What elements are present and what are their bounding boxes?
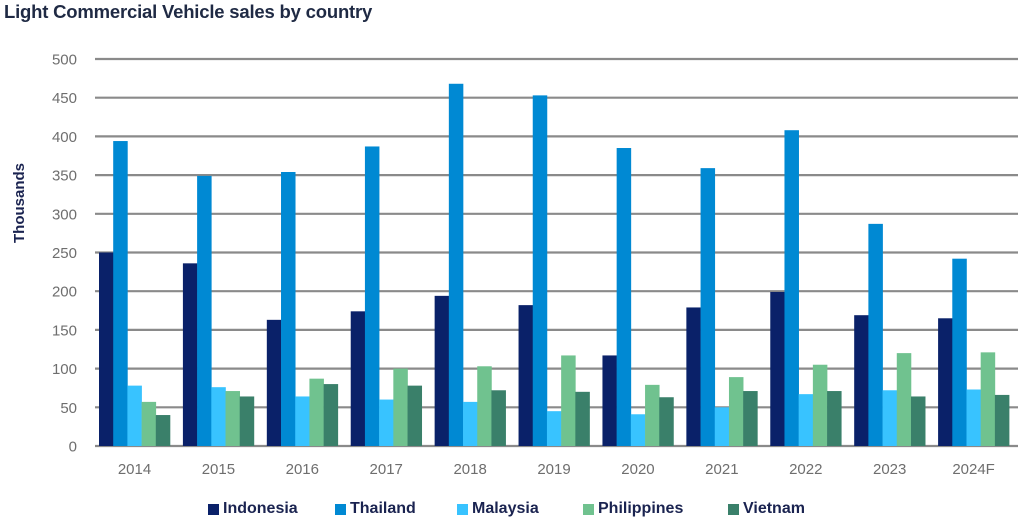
x-axis-ticks: 2014 2015 2016 2017 2018 2019 2020 2021 2022 2023… <box>118 461 995 478</box>
x-tick-label: 2016 <box>286 461 319 478</box>
bar-malaysia-2018 <box>463 401 478 446</box>
bar-thailand-2018 <box>448 83 464 446</box>
legend-item-indonesia: Indonesia <box>208 500 298 518</box>
bar-vietnam-2018 <box>491 390 506 446</box>
bar-thailand-2019 <box>532 95 548 447</box>
bar-vietnam-2021 <box>743 391 758 446</box>
y-tick-label: 50 <box>60 400 77 417</box>
y-tick-label: 150 <box>52 322 77 339</box>
legend-label: Thailand <box>350 500 416 517</box>
bar-indonesia-2023 <box>854 315 869 446</box>
legend-item-malaysia: Malaysia <box>457 500 539 518</box>
bar-thailand-2023 <box>868 223 883 446</box>
x-tick-label: 2023 <box>873 461 906 478</box>
bar-philippines-2020 <box>645 384 660 446</box>
legend-swatch-malaysia <box>457 503 468 515</box>
bar-indonesia-2018 <box>434 295 450 446</box>
x-tick-label: 2019 <box>537 461 570 478</box>
x-tick-label: 2022 <box>789 461 822 478</box>
y-tick-label: 500 <box>52 52 77 69</box>
bar-thailand-2015 <box>197 175 212 446</box>
bar-thailand-2020 <box>616 148 632 446</box>
y-axis-ticks: 0 50 100 150 200 250 300 350 400 450 500 <box>52 52 77 456</box>
legend-label: Malaysia <box>472 500 539 517</box>
bar-malaysia-2021 <box>714 407 730 446</box>
bar-indonesia-2017 <box>350 311 366 446</box>
bar-philippines-2019 <box>561 355 576 446</box>
bar-vietnam-2022 <box>827 391 842 446</box>
bar-philippines-2024f <box>980 352 996 446</box>
bar-malaysia-2024f <box>966 389 981 446</box>
x-tick-label: 2015 <box>202 461 235 478</box>
legend-label: Indonesia <box>223 500 298 517</box>
y-tick-label: 250 <box>52 245 77 262</box>
bar-indonesia-2024f <box>938 318 953 446</box>
bar-indonesia-2015 <box>182 263 198 446</box>
bar-vietnam-2019 <box>575 391 590 446</box>
x-tick-label: 2018 <box>453 461 486 478</box>
bar-philippines-2018 <box>477 366 492 446</box>
bar-thailand-2014 <box>113 141 128 446</box>
x-tick-label: 2024F <box>952 461 995 478</box>
bar-vietnam-2014 <box>155 415 171 446</box>
bar-indonesia-2022 <box>770 291 785 446</box>
bar-indonesia-2019 <box>518 305 534 446</box>
bar-indonesia-2016 <box>266 319 282 446</box>
bar-malaysia-2016 <box>295 396 310 446</box>
bar-malaysia-2015 <box>211 387 226 446</box>
bar-thailand-2016 <box>281 172 296 446</box>
bar-malaysia-2022 <box>798 394 814 446</box>
bar-philippines-2023 <box>896 353 912 446</box>
y-tick-label: 350 <box>52 168 77 185</box>
bar-philippines-2014 <box>141 401 157 446</box>
y-tick-label: 200 <box>52 284 77 301</box>
bar-thailand-2021 <box>700 168 716 446</box>
y-tick-label: 0 <box>69 439 77 456</box>
legend-item-philippines: Philippines <box>583 500 683 518</box>
bar-indonesia-2020 <box>602 355 617 446</box>
bar-vietnam-2023 <box>910 396 926 446</box>
bars <box>99 83 1010 447</box>
bar-vietnam-2015 <box>239 396 255 446</box>
x-tick-label: 2014 <box>118 461 151 478</box>
legend-swatch-philippines <box>583 503 594 515</box>
bar-malaysia-2023 <box>882 390 898 446</box>
bar-indonesia-2021 <box>686 307 701 446</box>
legend-label: Vietnam <box>743 500 805 517</box>
bar-philippines-2016 <box>309 378 324 446</box>
bar-vietnam-2024f <box>994 394 1010 446</box>
legend-swatch-indonesia <box>208 503 219 515</box>
bar-vietnam-2020 <box>659 397 674 446</box>
bar-philippines-2022 <box>812 364 828 446</box>
bar-thailand-2024f <box>952 258 967 446</box>
y-axis-label: Thousands <box>11 163 28 243</box>
bar-malaysia-2017 <box>379 399 394 446</box>
y-tick-label: 100 <box>52 361 77 378</box>
y-tick-label: 400 <box>52 129 77 146</box>
bar-philippines-2015 <box>225 391 241 446</box>
bar-philippines-2021 <box>728 377 744 446</box>
x-tick-label: 2020 <box>621 461 654 478</box>
legend-label: Philippines <box>598 500 684 517</box>
legend: Indonesia Thailand Malaysia Philippines Viet… <box>0 500 1024 522</box>
bar-malaysia-2020 <box>630 414 646 446</box>
bar-vietnam-2016 <box>323 384 339 446</box>
legend-swatch-vietnam <box>728 503 739 515</box>
x-tick-label: 2017 <box>370 461 403 478</box>
x-tick-label: 2021 <box>705 461 738 478</box>
legend-item-thailand: Thailand <box>335 500 416 518</box>
y-tick-label: 450 <box>52 90 77 107</box>
bar-thailand-2022 <box>784 130 799 446</box>
chart-title: Light Commercial Vehicle sales by countr… <box>4 1 373 22</box>
bar-vietnam-2017 <box>407 385 423 446</box>
legend-item-vietnam: Vietnam <box>728 500 805 518</box>
bar-thailand-2017 <box>364 146 380 446</box>
bar-indonesia-2014 <box>99 252 114 446</box>
bar-malaysia-2019 <box>546 411 562 446</box>
legend-swatch-thailand <box>335 503 346 515</box>
bar-malaysia-2014 <box>127 385 142 446</box>
bar-philippines-2017 <box>393 368 408 446</box>
y-tick-label: 300 <box>52 206 77 223</box>
